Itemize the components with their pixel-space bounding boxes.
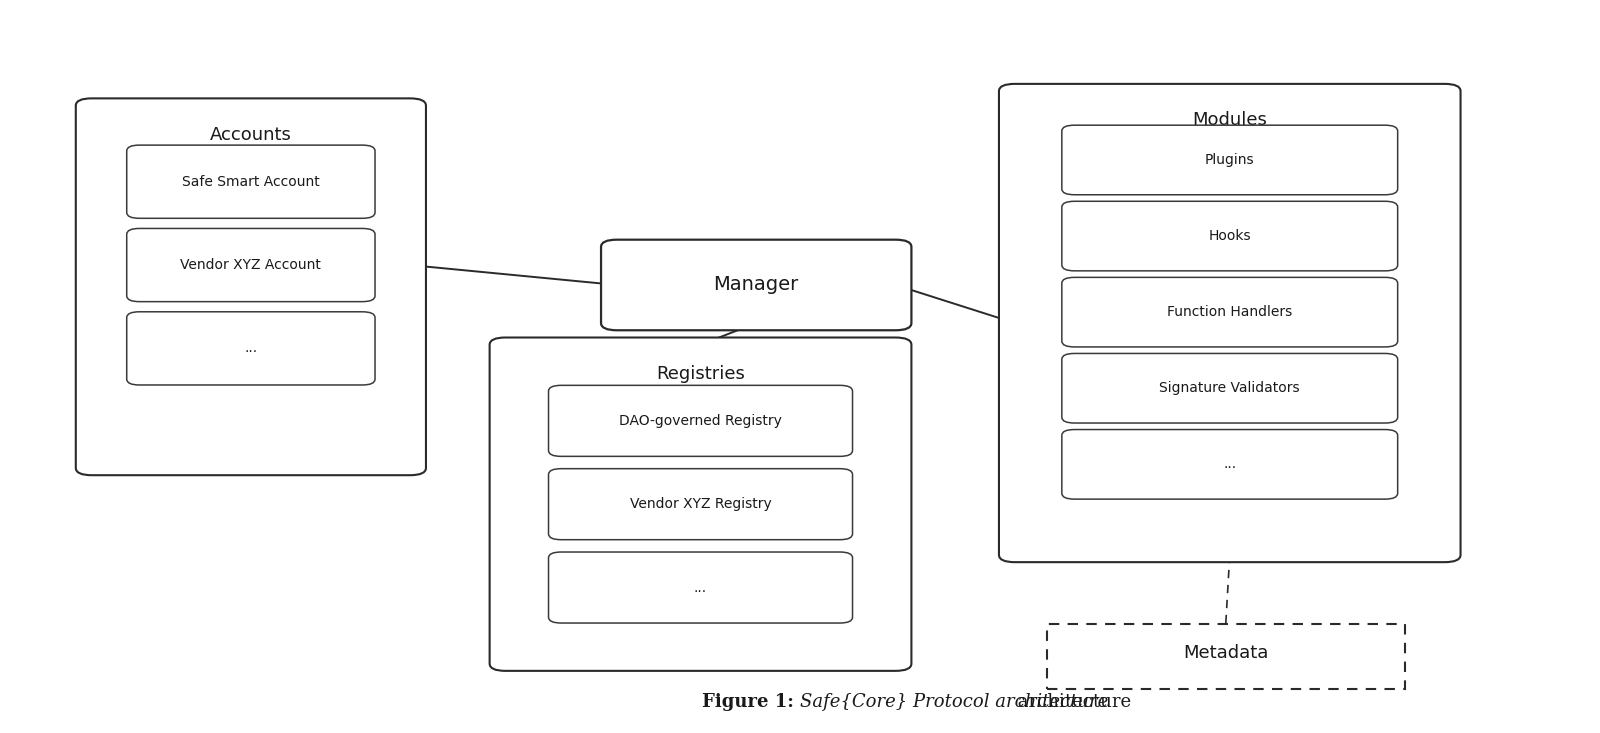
Text: Signature Validators: Signature Validators	[1160, 381, 1301, 395]
Text: ...: ...	[1222, 457, 1237, 471]
FancyBboxPatch shape	[1062, 353, 1398, 423]
Text: architecture: architecture	[1011, 693, 1131, 712]
FancyBboxPatch shape	[549, 552, 853, 623]
Text: Metadata: Metadata	[1182, 644, 1269, 662]
Text: Plugins: Plugins	[1205, 153, 1254, 167]
Text: Safe{Core} Protocol architecture: Safe{Core} Protocol architecture	[800, 693, 1109, 712]
FancyBboxPatch shape	[549, 386, 853, 457]
Text: Function Handlers: Function Handlers	[1166, 305, 1293, 319]
FancyBboxPatch shape	[490, 337, 912, 671]
FancyBboxPatch shape	[126, 312, 374, 385]
FancyBboxPatch shape	[126, 229, 374, 302]
Text: Manager: Manager	[714, 276, 798, 295]
Text: Hooks: Hooks	[1208, 229, 1251, 243]
Text: Accounts: Accounts	[210, 126, 291, 144]
Text: Figure 1:: Figure 1:	[702, 693, 800, 712]
FancyBboxPatch shape	[549, 468, 853, 539]
Text: Modules: Modules	[1192, 111, 1267, 130]
FancyBboxPatch shape	[1062, 430, 1398, 499]
Text: Registries: Registries	[656, 365, 746, 383]
Text: Vendor XYZ Account: Vendor XYZ Account	[181, 258, 322, 272]
Text: ...: ...	[245, 342, 258, 356]
FancyBboxPatch shape	[1062, 202, 1398, 271]
FancyBboxPatch shape	[126, 145, 374, 218]
Text: DAO-governed Registry: DAO-governed Registry	[619, 414, 782, 428]
FancyBboxPatch shape	[998, 84, 1461, 562]
FancyBboxPatch shape	[1062, 125, 1398, 195]
Text: Vendor XYZ Registry: Vendor XYZ Registry	[630, 497, 771, 511]
FancyBboxPatch shape	[1062, 277, 1398, 347]
FancyBboxPatch shape	[602, 240, 912, 331]
Text: ...: ...	[694, 581, 707, 594]
FancyBboxPatch shape	[75, 98, 426, 475]
Text: Safe Smart Account: Safe Smart Account	[182, 174, 320, 188]
FancyBboxPatch shape	[1046, 624, 1405, 689]
